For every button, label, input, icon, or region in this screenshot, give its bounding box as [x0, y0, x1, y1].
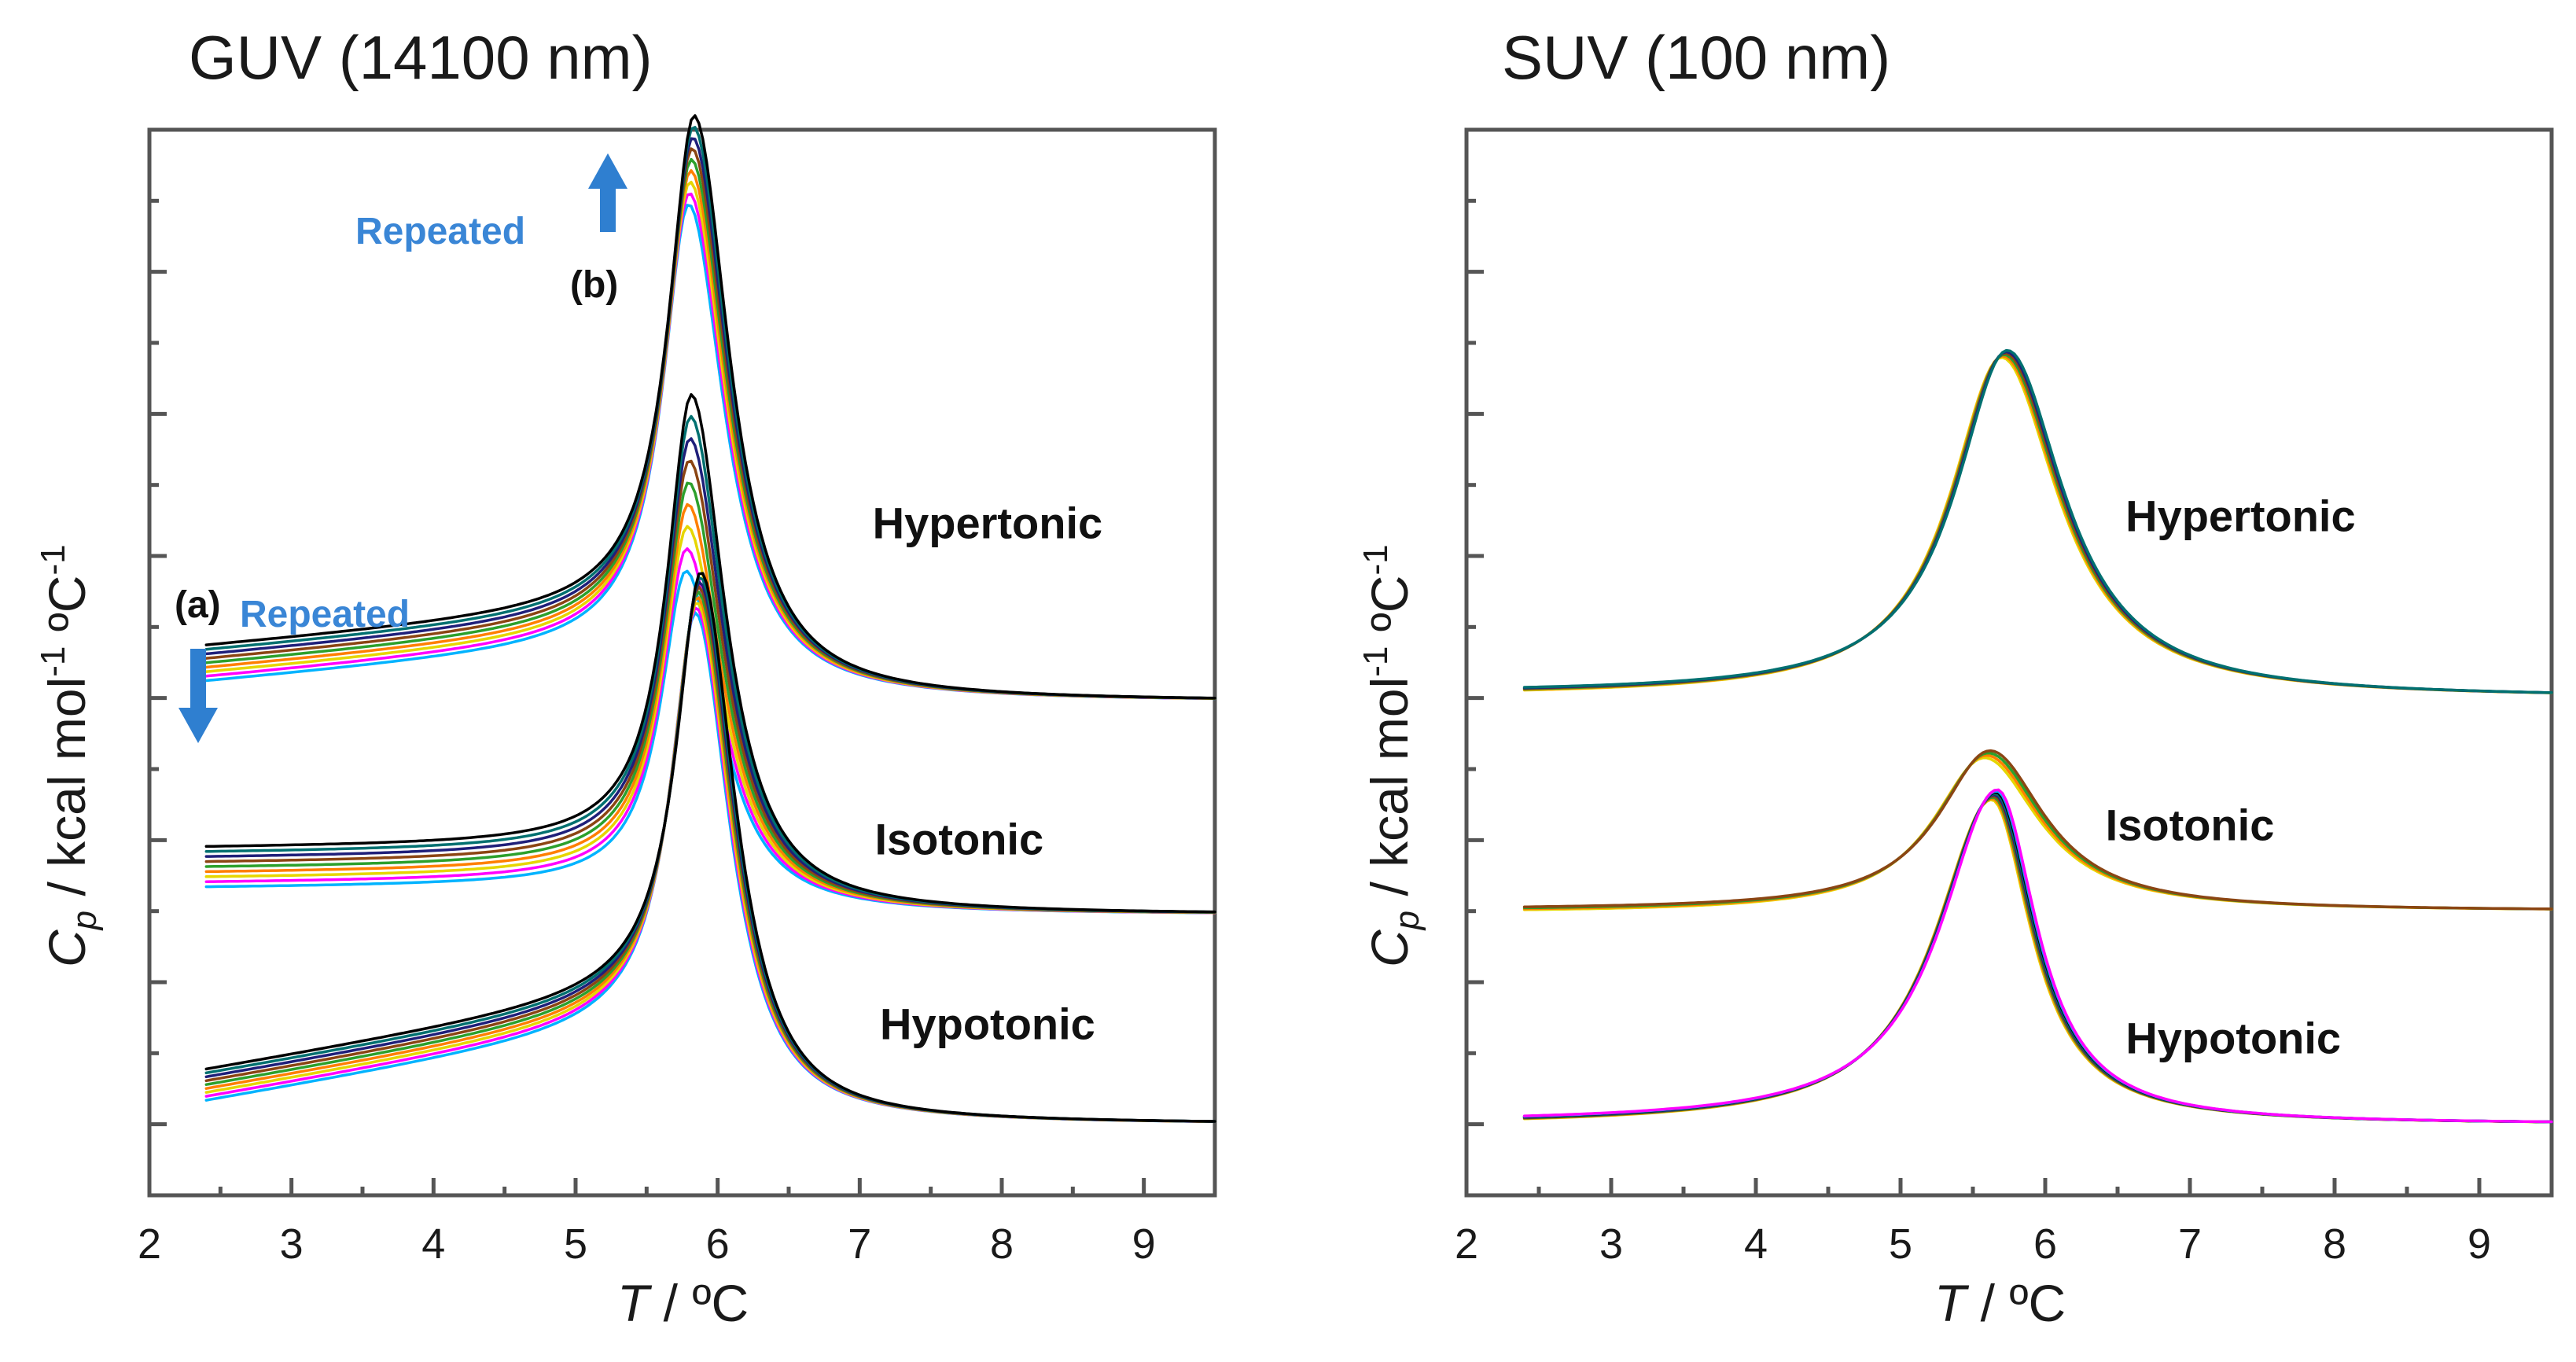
- series-line-isotonic-rep-2: [1522, 753, 2553, 911]
- x-axis-label-guv: T / ºC: [617, 1274, 749, 1332]
- arrow-up-icon: [588, 153, 627, 232]
- condition-label-isotonic: Isotonic: [874, 814, 1043, 863]
- x-tick-label: 2: [138, 1220, 161, 1268]
- x-tick-label: 4: [421, 1220, 445, 1268]
- series-line-hypertonic-rep-5: [1522, 350, 2553, 694]
- y-axis-label-suv: Cp / kcal mol-1 ºC-1: [1356, 544, 1426, 967]
- panel-title-suv: SUV (100 nm): [1502, 23, 1890, 92]
- series-line-hypotonic-rep-9: [1522, 788, 2553, 1124]
- x-tick-label: 6: [706, 1220, 730, 1268]
- condition-label-isotonic: Isotonic: [2106, 800, 2275, 849]
- x-tick-label: 4: [1744, 1220, 1768, 1268]
- x-tick-label: 7: [2178, 1220, 2202, 1268]
- repeated-label-top: Repeated: [355, 211, 525, 252]
- plot-frame: [147, 127, 1217, 1198]
- x-axis-label-suv: T / ºC: [1934, 1274, 2066, 1332]
- series-line-isotonic-rep-1: [1522, 756, 2553, 911]
- x-tick-label: 8: [2323, 1220, 2346, 1268]
- x-tick-label: 2: [1455, 1220, 1478, 1268]
- series-line-hypertonic-rep-9: [204, 114, 1216, 700]
- x-tick-label: 7: [848, 1220, 871, 1268]
- x-tick-label: 5: [564, 1220, 587, 1268]
- arrow-down-icon: [178, 649, 218, 743]
- marker-b: (b): [570, 264, 618, 306]
- condition-label-hypotonic: Hypotonic: [880, 999, 1095, 1048]
- x-tick-label: 3: [1599, 1220, 1623, 1268]
- plot-guv: 2 3 4 5 6 7 8 9 Hypertonic Isotonic Hypotonic: [138, 114, 1217, 1268]
- series-line-hypertonic-rep-6: [1522, 348, 2553, 694]
- repeated-label-left: Repeated: [240, 594, 410, 635]
- plot-frame: [1464, 127, 2554, 1198]
- condition-label-hypotonic: Hypotonic: [2125, 1013, 2341, 1062]
- condition-label-hypertonic: Hypertonic: [873, 498, 1103, 547]
- x-tick-label: 5: [1889, 1220, 1912, 1268]
- x-tick-label: 3: [280, 1220, 304, 1268]
- panel-title-guv: GUV (14100 nm): [189, 23, 653, 92]
- series-line-isotonic-rep-4: [1522, 749, 2553, 911]
- series-line-hypotonic-rep-9: [204, 572, 1216, 1123]
- x-tick-label: 6: [2033, 1220, 2057, 1268]
- x-tick-label: 9: [2467, 1220, 2491, 1268]
- y-axis-label-guv: Cp / kcal mol-1 ºC-1: [34, 544, 104, 967]
- series-line-hypotonic-rep-1: [1522, 798, 2553, 1124]
- x-tick-label: 8: [990, 1220, 1014, 1268]
- series-line-isotonic-rep-9: [204, 392, 1216, 914]
- x-tick-label: 9: [1132, 1220, 1156, 1268]
- marker-a: (a): [175, 584, 221, 626]
- plot-suv: 2 3 4 5 6 7 8 9 Hypertonic Isotonic Hypotonic: [1455, 127, 2554, 1268]
- condition-label-hypertonic: Hypertonic: [2125, 491, 2356, 540]
- series-line-isotonic-rep-3: [1522, 751, 2553, 911]
